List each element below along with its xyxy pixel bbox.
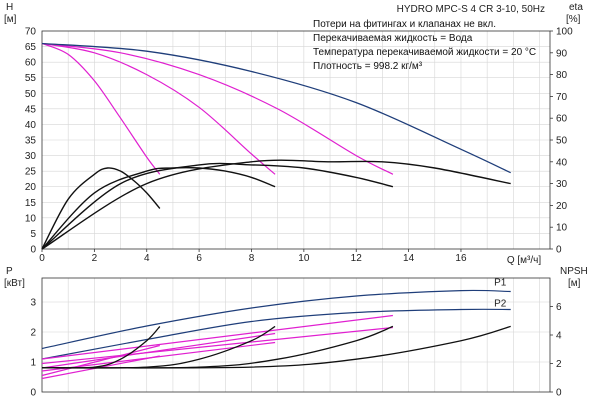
y-right-tick-label: 60: [556, 114, 568, 125]
y-left-tick-label: 30: [25, 151, 37, 162]
y-left-tick-label: 25: [25, 167, 37, 178]
y-right-tick-label: 30: [556, 179, 568, 190]
p-axis-unit: [кВт]: [4, 278, 25, 289]
y-right-tick-label: 50: [556, 136, 568, 147]
eta-curve-6: [41, 162, 394, 250]
bottom-plot-frame: [41, 277, 551, 393]
x-tick-label: 2: [92, 253, 98, 264]
x-tick-label: 0: [39, 253, 45, 264]
x-tick-label: 14: [403, 253, 415, 264]
p-tick-label: 2: [30, 328, 36, 339]
chart-title: HYDRO MPC-S 4 CR 3-10, 50Hz: [397, 4, 545, 15]
npsh-tick-label: 2: [556, 359, 562, 370]
power-curve-3: [41, 326, 393, 365]
head-curve-2: [41, 42, 394, 175]
npsh-tick-label: 0: [556, 388, 562, 399]
power-curve-p2: [41, 308, 511, 360]
power-curve-p1: [41, 289, 511, 350]
p-tick-label: 1: [30, 358, 36, 369]
power-curve-2: [41, 314, 393, 360]
top-grid: [42, 31, 550, 249]
y-left-tick-label: 20: [25, 182, 37, 193]
y-left-tick-label: 60: [25, 58, 37, 69]
y-left-tick-label: 45: [25, 104, 37, 115]
p2-label: P2: [494, 299, 507, 310]
y-left-tick-label: 35: [25, 136, 37, 147]
bottom-grid: [42, 278, 550, 392]
y-right-tick-label: 80: [556, 70, 568, 81]
y-left-unit: [м]: [4, 14, 17, 25]
y-right-label: eta: [569, 2, 583, 13]
y-right-tick-label: 10: [556, 223, 568, 234]
npsh-axis-label: NPSH: [560, 266, 588, 277]
npsh-tick-label: 4: [556, 331, 562, 342]
npsh-curve-11: [41, 325, 511, 369]
curves: P1 P2: [41, 42, 511, 380]
x-tick-label: 10: [298, 253, 310, 264]
x-tick-label: 16: [455, 253, 467, 264]
x-tick-label: 4: [144, 253, 150, 264]
power-curve-6: [41, 344, 160, 377]
y-right-tick-label: 100: [556, 27, 573, 38]
eta-curve-4: [41, 167, 161, 250]
note-temperature: Температура перекачиваемой жидкости = 20…: [313, 47, 536, 58]
y-right-tick-label: 0: [556, 245, 562, 256]
npsh-axis-unit: [м]: [568, 278, 581, 289]
y-left-tick-label: 0: [30, 245, 36, 256]
y-left-tick-label: 40: [25, 120, 37, 131]
axis-ticks: 0 2 4 6 8 10 12 14 16051015202530354045505560657…: [25, 27, 573, 399]
y-right-tick-label: 70: [556, 92, 568, 103]
p1-label: P1: [494, 278, 507, 289]
head-curve-0: [41, 42, 161, 175]
note-density: Плотность = 998.2 кг/м³: [313, 61, 423, 72]
head-curve-3: [41, 42, 511, 174]
y-left-tick-label: 55: [25, 73, 37, 84]
note-fluid: Перекачиваемая жидкость = Вода: [313, 33, 473, 44]
y-right-unit: [%]: [566, 14, 581, 25]
y-left-tick-label: 5: [30, 229, 36, 240]
p-tick-label: 3: [30, 298, 36, 309]
y-left-tick-label: 10: [25, 213, 37, 224]
x-tick-label: 8: [249, 253, 255, 264]
note-fittings: Потери на фитингах и клапанах не вкл.: [313, 18, 496, 30]
y-left-tick-label: 70: [25, 27, 37, 38]
y-left-tick-label: 50: [25, 89, 37, 100]
x-tick-label: 12: [351, 253, 363, 264]
x-tick-label: 6: [196, 253, 202, 264]
y-left-tick-label: 65: [25, 42, 37, 53]
y-right-tick-label: 40: [556, 157, 568, 168]
eta-curve-5: [41, 166, 276, 250]
y-right-tick-label: 90: [556, 48, 568, 59]
y-right-tick-label: 20: [556, 201, 568, 212]
p-tick-label: 0: [30, 388, 36, 399]
y-left-tick-label: 15: [25, 198, 37, 209]
npsh-tick-label: 6: [556, 302, 562, 313]
eta-curve-7: [41, 159, 511, 250]
x-axis-label: Q [м³/ч]: [507, 255, 542, 266]
head-curve-1: [41, 42, 276, 175]
p-axis-label: P: [6, 266, 13, 277]
power-curve-4: [41, 332, 276, 369]
y-left-label: H: [6, 2, 13, 13]
